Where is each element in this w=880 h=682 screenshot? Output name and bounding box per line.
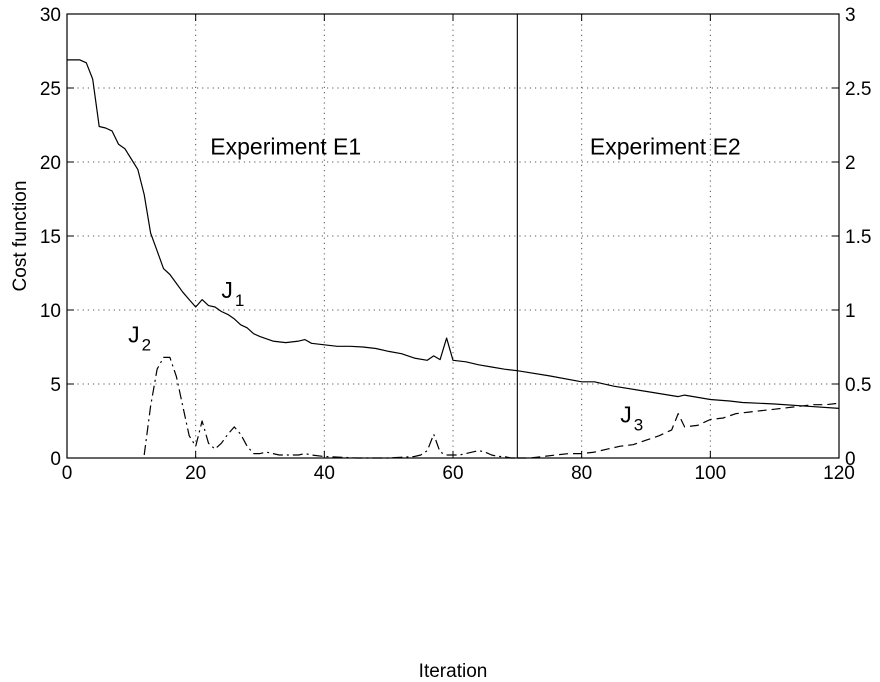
x-tick-label: 80 <box>571 463 592 484</box>
y2-tick-label: 2 <box>845 153 856 174</box>
y2-tick-label: 0 <box>845 449 856 470</box>
y-tick-label: 15 <box>40 227 61 248</box>
series-line-j1 <box>67 59 840 409</box>
y-tick-label: 20 <box>40 153 61 174</box>
series-line-j2 <box>143 356 518 459</box>
y-axis-title: Cost function <box>10 181 31 292</box>
series-line-j3 <box>517 402 840 459</box>
y-tick-label: 5 <box>50 375 61 396</box>
experiment-label-2: Experiment E2 <box>590 134 741 160</box>
y-tick-label: 10 <box>40 301 61 322</box>
x-axis-title: Iteration <box>419 661 488 682</box>
y2-tick-label: 3 <box>845 5 856 26</box>
x-tick-label: 60 <box>442 463 463 484</box>
y2-tick-label: 1.5 <box>845 227 871 248</box>
y2-tick-label: 1 <box>845 301 856 322</box>
y-tick-label: 25 <box>40 79 61 100</box>
x-tick-label: 100 <box>694 463 726 484</box>
y2-tick-label: 0.5 <box>845 375 871 396</box>
x-tick-label: 120 <box>823 463 855 484</box>
x-tick-label: 20 <box>185 463 206 484</box>
experiment-label-1: Experiment E1 <box>210 134 361 160</box>
x-tick-label: 0 <box>62 463 73 484</box>
y-tick-label: 30 <box>40 5 61 26</box>
annotations: Experiment E1 Experiment E2 J 1 J 2 J 3 <box>128 134 741 435</box>
y2-tick-label: 2.5 <box>845 79 871 100</box>
x-tick-label: 40 <box>314 463 335 484</box>
grid-lines <box>67 14 839 458</box>
y-tick-label: 0 <box>50 449 61 470</box>
series-lines <box>67 59 840 459</box>
